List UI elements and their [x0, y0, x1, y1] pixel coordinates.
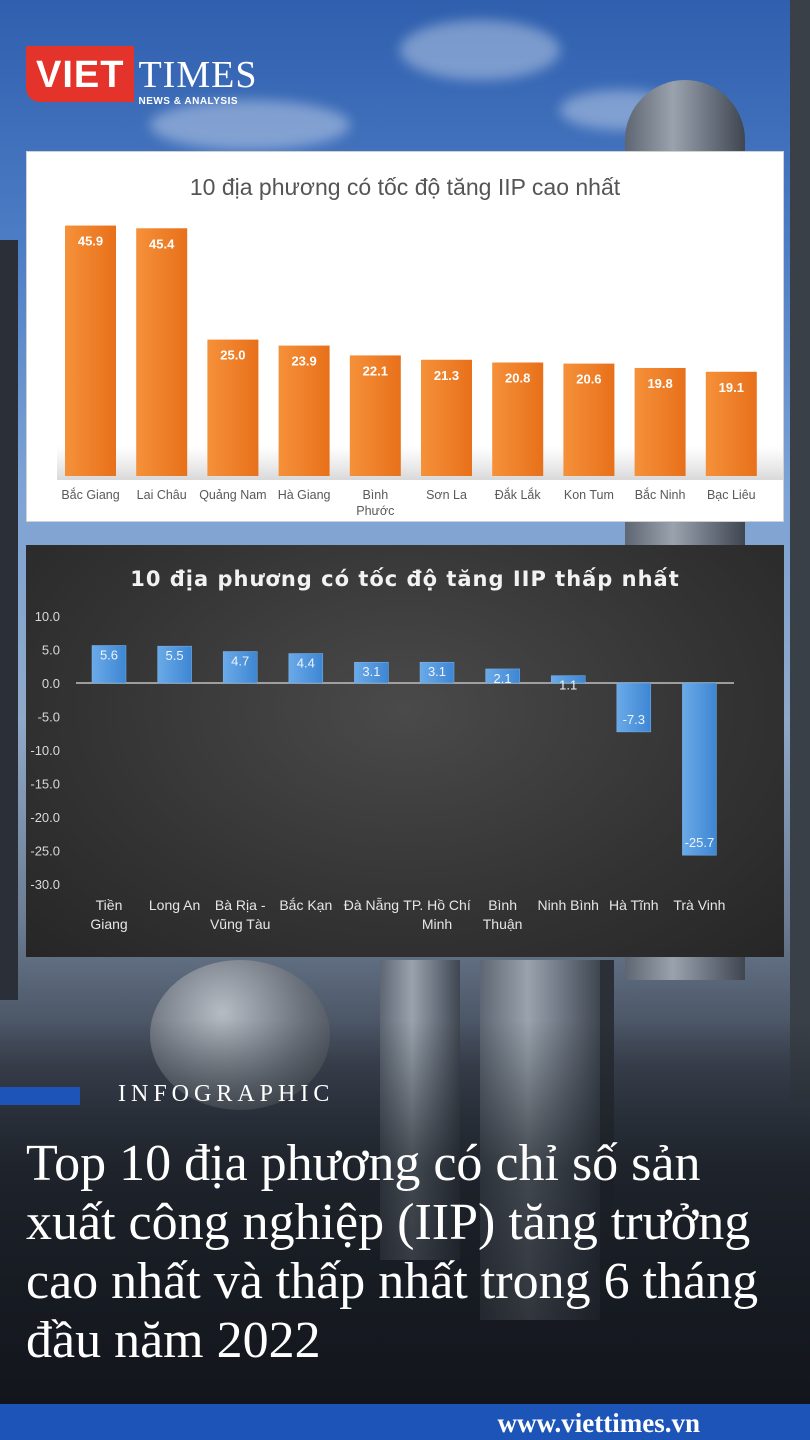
category-label-lowest-1: Giang: [90, 916, 127, 932]
category-label-highest-10: Bạc Liêu: [707, 488, 756, 502]
bar-highest-7: [492, 362, 544, 476]
data-label-lowest-4: 4.4: [297, 656, 315, 671]
bar-lowest-8: [550, 675, 586, 684]
category-label-lowest-3: Vũng Tàu: [210, 916, 270, 932]
accent-bar: [0, 1087, 80, 1105]
data-label-lowest-7: 2.1: [494, 671, 512, 686]
data-label-highest-6: 21.3: [434, 368, 459, 383]
chart-highest-plot: 45.9 Bắc Giang 45.4 Lai Châu 25.0 Quảng Nam 23…: [57, 225, 783, 518]
y-tick-label: -15.0: [30, 777, 60, 792]
bar-highest-10: [705, 371, 757, 476]
category-label-highest-4: Hà Giang: [278, 488, 331, 502]
data-label-highest-3: 25.0: [220, 348, 245, 363]
category-label-lowest-4: Bắc Kạn: [279, 897, 332, 913]
bar-highest-1: [65, 225, 116, 476]
category-label-highest-7: Đắk Lắk: [495, 487, 542, 502]
category-label-lowest-3: Bà Rịa -: [215, 897, 266, 913]
data-label-highest-4: 23.9: [291, 354, 316, 369]
data-label-highest-2: 45.4: [149, 236, 175, 251]
data-label-highest-1: 45.9: [78, 234, 103, 249]
category-label-highest-5: Phước: [356, 504, 394, 518]
bar-lowest-5: [354, 661, 389, 684]
bar-lowest-2: [157, 645, 192, 684]
category-label-lowest-7: Thuận: [483, 916, 523, 932]
data-label-highest-7: 20.8: [505, 371, 530, 386]
category-label-lowest-6: TP. Hồ Chí: [403, 897, 471, 913]
y-tick-label: -30.0: [30, 877, 60, 892]
data-label-lowest-2: 5.5: [166, 648, 184, 663]
y-tick-label: 0.0: [42, 676, 60, 691]
category-label-highest-5: Bình: [362, 488, 388, 502]
data-label-highest-10: 19.1: [719, 380, 744, 395]
bar-lowest-6: [419, 661, 455, 684]
y-tick-label: -5.0: [38, 710, 60, 725]
category-label-lowest-7: Bình: [488, 897, 517, 913]
y-tick-label: 5.0: [42, 643, 60, 658]
chart-highest-title: 10 địa phương có tốc độ tăng IIP cao nhấ…: [189, 174, 621, 200]
chart-lowest-iip: 10 địa phương có tốc độ tăng IIP thấp nh…: [26, 545, 784, 957]
category-label-lowest-6: Minh: [422, 916, 452, 932]
category-label-lowest-2: Long An: [149, 897, 200, 913]
bar-lowest-9: [616, 682, 652, 733]
category-label-highest-3: Quảng Nam: [199, 488, 266, 502]
kicker-label: INFOGRAPHIC: [118, 1081, 335, 1107]
category-label-highest-8: Kon Tum: [564, 488, 614, 502]
bar-lowest-4: [288, 653, 324, 684]
y-tick-label: -10.0: [30, 743, 60, 758]
data-label-highest-8: 20.6: [576, 372, 601, 387]
y-tick-label: -20.0: [30, 810, 60, 825]
y-tick-label: -25.0: [30, 844, 60, 859]
category-label-highest-6: Sơn La: [426, 488, 467, 502]
bar-highest-2: [136, 228, 188, 476]
bar-lowest-1: [91, 645, 127, 684]
bar-highest-6: [421, 359, 472, 476]
data-label-lowest-3: 4.7: [231, 654, 249, 669]
data-label-lowest-5: 3.1: [362, 664, 380, 679]
logo-viet-text: VIET: [26, 46, 135, 102]
data-label-lowest-8: 1.1: [559, 678, 577, 693]
category-label-lowest-10: Trà Vinh: [673, 897, 725, 913]
bar-lowest-10: [682, 682, 717, 856]
footer-bar: www.viettimes.vn: [0, 1404, 810, 1440]
bar-lowest-3: [222, 651, 258, 684]
bar-highest-3: [207, 339, 259, 476]
logo-subtitle: NEWS & ANALYSIS: [138, 96, 239, 107]
y-tick-label: 10.0: [35, 609, 60, 624]
category-label-highest-1: Bắc Giang: [61, 487, 119, 502]
data-label-lowest-10: -25.7: [685, 835, 715, 850]
bar-highest-8: [563, 363, 615, 476]
bar-highest-5: [349, 355, 401, 476]
bar-highest-4: [278, 345, 330, 476]
chart-lowest-plot: 10.0 5.0 0.0 -5.0 -10.0 -15.0 -20.0 -25.0 -30.0 5…: [30, 609, 734, 932]
category-label-highest-2: Lai Châu: [137, 488, 187, 502]
data-label-lowest-6: 3.1: [428, 664, 446, 679]
category-label-lowest-5: Đà Nẵng: [344, 897, 399, 913]
data-label-highest-9: 19.8: [647, 376, 672, 391]
footer-url[interactable]: www.viettimes.vn: [497, 1408, 700, 1438]
category-label-lowest-8: Ninh Bình: [537, 897, 598, 913]
logo-times-text: TIMES: [138, 54, 258, 96]
data-label-lowest-1: 5.6: [100, 647, 118, 662]
chart-lowest-title: 10 địa phương có tốc độ tăng IIP thấp nh…: [130, 567, 680, 591]
chart-highest-iip: 10 địa phương có tốc độ tăng IIP cao nhấ…: [26, 151, 784, 522]
data-label-highest-5: 22.1: [363, 363, 388, 378]
category-label-lowest-9: Hà Tĩnh: [609, 897, 659, 913]
viettimes-logo: VIET TIMES NEWS & ANALYSIS: [26, 46, 257, 107]
category-label-lowest-1: Tiền: [96, 897, 123, 913]
headline: Top 10 địa phương có chỉ số sản xuất côn…: [26, 1135, 759, 1369]
bar-highest-9: [634, 367, 686, 476]
category-label-highest-9: Bắc Ninh: [635, 487, 686, 502]
data-label-lowest-9: -7.3: [623, 712, 645, 727]
bar-lowest-7: [485, 668, 520, 684]
